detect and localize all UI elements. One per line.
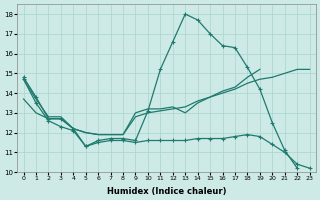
X-axis label: Humidex (Indice chaleur): Humidex (Indice chaleur): [107, 187, 226, 196]
